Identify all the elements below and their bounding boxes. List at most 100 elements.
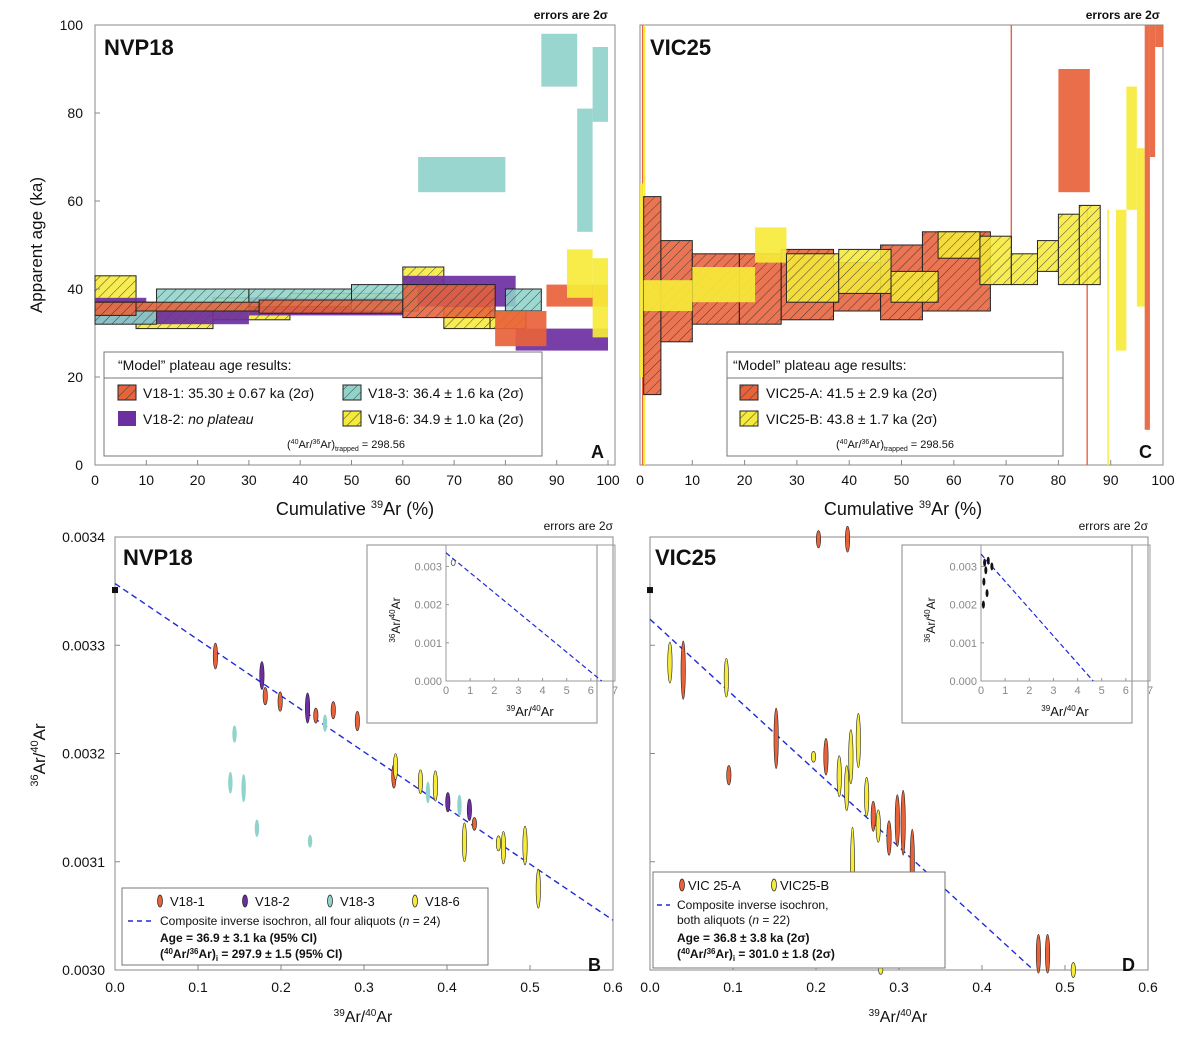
inset-x-tick-label: 3 — [1050, 685, 1056, 697]
spectrum-step-hatch — [505, 289, 542, 311]
spectrum-step-hatch — [838, 249, 892, 294]
spectrum-step-hatch — [259, 300, 403, 314]
y-tick-label: 20 — [67, 369, 83, 385]
spectrum-step-vic-a — [1058, 69, 1090, 193]
panel-c-ticks: 0 10 20 30 40 50 60 70 80 90 100 — [636, 460, 1175, 488]
inset-x-tick-label: 5 — [564, 685, 570, 697]
legend-marker-v18-6 — [412, 894, 418, 908]
x-tick-label: 100 — [1151, 472, 1175, 488]
spectrum-step-hatch — [402, 284, 496, 318]
isochron-point-v18-6 — [500, 831, 506, 865]
isochron-point-vic-a — [886, 820, 892, 856]
spectrum-step-hatch — [136, 302, 260, 311]
inset-y-tick-label: 0.003 — [414, 561, 442, 573]
legend-isochron-label-d-1: Composite inverse isochron, — [677, 898, 828, 912]
legend-swatch-v18-2 — [118, 411, 136, 426]
panel-b-title: NVP18 — [123, 545, 193, 570]
atmospheric-point — [647, 587, 653, 594]
panel-a-ticks: 0 10 20 30 40 50 60 70 80 90 100 0 20 40 60 80 100 — [60, 17, 620, 488]
spectrum-step-vic-a — [1155, 25, 1163, 47]
panel-b-inset-x-label: 39Ar/40Ar — [506, 704, 554, 719]
x-tick-label: 0 — [636, 472, 644, 488]
x-tick-label: 0.2 — [271, 979, 291, 995]
spectrum-step-vic-b — [640, 183, 644, 377]
x-tick-label: 0.4 — [972, 979, 992, 995]
isochron-point-vic-b — [811, 751, 817, 763]
isochron-point-v18-2 — [259, 661, 265, 690]
inset-x-tick-label: 4 — [540, 685, 546, 697]
spectrum-step-vic-b — [1136, 148, 1145, 307]
x-tick-label: 0 — [91, 472, 99, 488]
inset-y-tick-label: 0.000 — [414, 676, 442, 688]
panel-a-title: NVP18 — [104, 35, 174, 60]
panel-c-title: VIC25 — [650, 35, 711, 60]
panel-c-legend-title: “Model” plateau age results: — [733, 357, 907, 373]
isochron-point-v18-3 — [232, 725, 237, 743]
y-tick-label: 0.0032 — [62, 746, 105, 762]
panel-a-legend-title: “Model” plateau age results: — [118, 357, 292, 373]
inset-point — [984, 566, 988, 575]
isochron-point-v18-6 — [535, 869, 541, 909]
y-tick-label: 0.0033 — [62, 637, 105, 653]
isochron-point-v18-6 — [461, 822, 467, 863]
legend-label-vic25-a: VIC25-A: 41.5 ± 2.9 ka (2σ) — [766, 385, 937, 401]
isochron-point-vic-a — [823, 738, 829, 776]
panel-c: 0 10 20 30 40 50 60 70 80 90 100 VIC25 errors are … — [636, 8, 1175, 519]
spectrum-step-hatch — [938, 231, 980, 259]
inset-x-tick-label: 2 — [1026, 685, 1032, 697]
inset-x-tick-label: 3 — [515, 685, 521, 697]
panel-a-steps — [94, 33, 608, 351]
isochron-point-vic-a — [870, 800, 876, 832]
inset-x-tick-label: 2 — [491, 685, 497, 697]
inset-x-tick-label: 7 — [1147, 685, 1153, 697]
x-tick-label: 0.0 — [640, 979, 660, 995]
x-tick-label: 0.5 — [1055, 979, 1075, 995]
isochron-point-v18-6 — [522, 825, 528, 866]
isochron-line — [649, 618, 1034, 971]
x-tick-label: 0.6 — [1138, 979, 1158, 995]
panel-d: 0.0 0.1 0.2 0.3 0.4 0.5 0.6 VIC25 errors are 2… — [640, 519, 1158, 1026]
legend-label-vic25-b: VIC25-B: 43.8 ± 1.7 ka (2σ) — [766, 411, 937, 427]
isochron-point-vic-a — [1035, 933, 1041, 974]
panel-d-ticks: 0.0 0.1 0.2 0.3 0.4 0.5 0.6 — [640, 536, 1158, 995]
inset-point — [981, 600, 985, 609]
inset-x-tick-label: 1 — [1002, 685, 1008, 697]
panel-a-frame — [94, 24, 616, 466]
x-tick-label: 10 — [139, 472, 155, 488]
isochron-point-v18-3 — [254, 819, 260, 837]
legend-isochron-label-d-2: both aliquots (n = 22) — [677, 913, 790, 927]
x-tick-label: 0.2 — [806, 979, 826, 995]
isochron-point-vic-a — [815, 530, 821, 549]
inset-y-tick-label: 0.000 — [949, 676, 977, 688]
isochron-point-v18-3 — [241, 774, 246, 803]
inset-point-cluster — [450, 559, 456, 567]
inset-isochron-line — [980, 553, 1094, 682]
x-tick-label: 0.1 — [188, 979, 208, 995]
inset-isochron-line — [445, 552, 603, 682]
panel-d-inset-y-label: 36Ar/40Ar — [923, 597, 938, 642]
isochron-point-vic-b — [723, 657, 729, 698]
spectrum-step-hatch — [891, 271, 939, 303]
panel-b-x-axis-label: 39Ar/40Ar — [334, 1008, 393, 1026]
panel-d-letter: D — [1122, 955, 1135, 975]
atmospheric-point — [112, 587, 118, 594]
inset-y-tick-label: 0.002 — [414, 600, 442, 612]
panel-b-inset: 0 1 2 3 4 5 6 7 0.000 0.001 0.002 0.003 36Ar/40Ar 3… — [366, 544, 618, 724]
panel-a-letter: A — [591, 442, 604, 462]
spectrum-step-hatch — [1011, 253, 1038, 285]
panel-d-ratio-result: (40Ar/36Ar)i = 301.0 ± 1.8 (2σ) — [677, 947, 835, 963]
inset-x-tick-label: 6 — [1123, 685, 1129, 697]
spectrum-step-hatch — [979, 236, 1012, 285]
isochron-point-v18-6 — [432, 770, 438, 802]
panel-d-inset: 0 1 2 3 4 5 6 7 0.000 0.001 0.002 0.003 36Ar/40Ar 3… — [901, 544, 1153, 724]
panel-c-legend: “Model” plateau age results: VIC25-A: 41… — [726, 351, 1064, 457]
legend-marker-v18-3 — [327, 894, 333, 908]
legend-marker-vic25-a — [679, 878, 685, 892]
x-tick-label: 0.6 — [603, 979, 623, 995]
legend-isochron-label-b: Composite inverse isochron, all four ali… — [160, 914, 441, 928]
panel-d-isochron — [647, 587, 1034, 971]
x-tick-label: 60 — [395, 472, 411, 488]
x-tick-label: 90 — [549, 472, 565, 488]
spectrum-step-vic-a — [1149, 25, 1156, 157]
